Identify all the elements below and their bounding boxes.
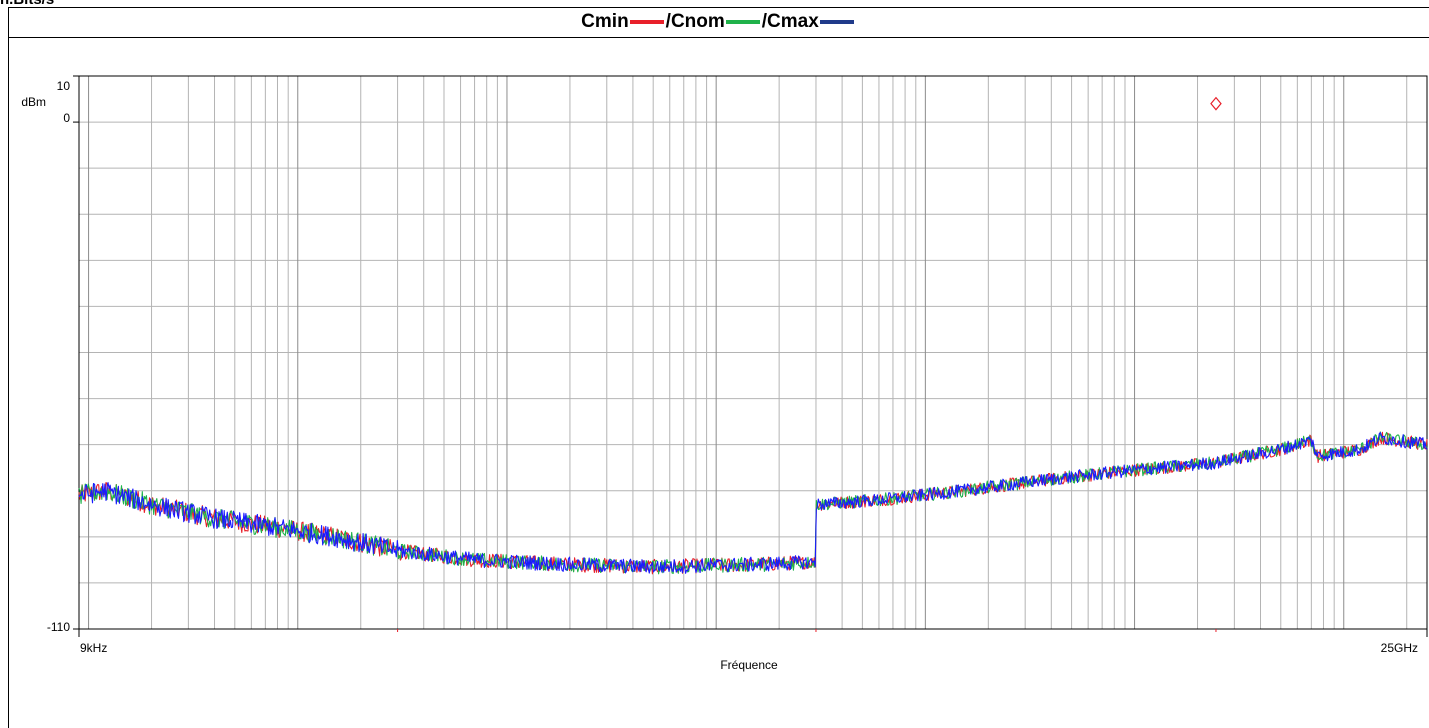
x-tick-label-start: 9kHz [80, 641, 107, 655]
y-axis-unit: dBm [21, 95, 46, 109]
legend-swatch-cmin [629, 20, 664, 24]
legend-label-cnom: /Cnom [665, 11, 725, 32]
x-axis-label: Fréquence [720, 658, 778, 672]
grid [73, 75, 1428, 637]
peak-marker [1210, 96, 1222, 111]
clipped-header-label: n.Bits/s [0, 0, 54, 8]
legend-label-cmax: /Cmax [761, 11, 819, 32]
chart-title: Cmin /Cnom /Cmax [581, 11, 856, 33]
trace-cnom [78, 431, 1428, 575]
markers [397, 96, 1222, 632]
chart-frame [8, 7, 1429, 728]
chart-title-bar: Cmin /Cnom /Cmax [8, 7, 1429, 38]
x-tick-label-end: 25GHz [1381, 641, 1418, 655]
y-tick-label-bottom: -110 [47, 620, 70, 634]
legend-swatch-cnom [725, 20, 760, 24]
trace-cmax [78, 432, 1428, 574]
legend-label-cmin: Cmin [581, 11, 629, 32]
plot-area-border [78, 75, 1428, 630]
legend-swatch-cmax [819, 20, 854, 24]
y-tick-label-top: 10 [57, 79, 71, 93]
y-tick-label-zero: 0 [63, 111, 70, 125]
trace-cmin [78, 431, 1428, 575]
traces [78, 431, 1428, 575]
